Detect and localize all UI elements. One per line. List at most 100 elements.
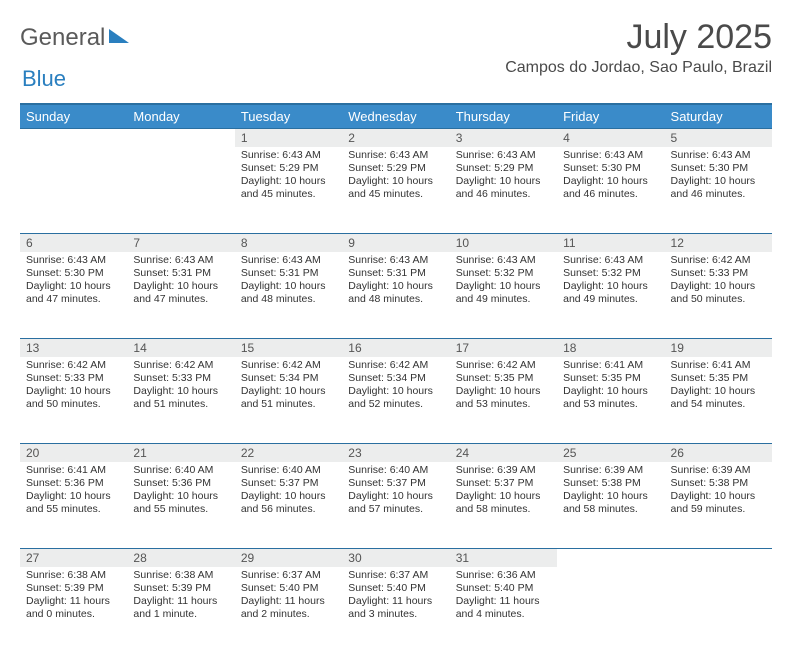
daylight-text: Daylight: 10 hours and 51 minutes. (133, 385, 228, 411)
day-cell: Sunrise: 6:43 AMSunset: 5:29 PMDaylight:… (235, 147, 342, 233)
day-details: Sunrise: 6:39 AMSunset: 5:38 PMDaylight:… (557, 462, 664, 523)
day-number: 8 (235, 233, 342, 252)
day-cell: Sunrise: 6:43 AMSunset: 5:31 PMDaylight:… (235, 252, 342, 338)
day-number: 26 (665, 443, 772, 462)
sunset-text: Sunset: 5:33 PM (26, 372, 121, 385)
sunrise-text: Sunrise: 6:40 AM (241, 464, 336, 477)
location-subtitle: Campos do Jordao, Sao Paulo, Brazil (505, 59, 772, 77)
day-cell: Sunrise: 6:43 AMSunset: 5:31 PMDaylight:… (342, 252, 449, 338)
sunrise-text: Sunrise: 6:43 AM (348, 254, 443, 267)
sunset-text: Sunset: 5:35 PM (456, 372, 551, 385)
day-cell: Sunrise: 6:39 AMSunset: 5:38 PMDaylight:… (557, 462, 664, 548)
day-details: Sunrise: 6:43 AMSunset: 5:32 PMDaylight:… (450, 252, 557, 313)
week-daynum-row: 20212223242526 (20, 443, 772, 462)
day-number: 28 (127, 548, 234, 567)
daylight-text: Daylight: 10 hours and 45 minutes. (348, 175, 443, 201)
day-number: 6 (20, 233, 127, 252)
day-number: 24 (450, 443, 557, 462)
sunset-text: Sunset: 5:40 PM (241, 582, 336, 595)
day-details: Sunrise: 6:43 AMSunset: 5:31 PMDaylight:… (342, 252, 449, 313)
day-details: Sunrise: 6:40 AMSunset: 5:37 PMDaylight:… (235, 462, 342, 523)
sunset-text: Sunset: 5:40 PM (456, 582, 551, 595)
brand-logo: General Blue (20, 18, 129, 93)
day-details: Sunrise: 6:42 AMSunset: 5:33 PMDaylight:… (20, 357, 127, 418)
day-number: 21 (127, 443, 234, 462)
sunrise-text: Sunrise: 6:38 AM (26, 569, 121, 582)
day-number: 14 (127, 338, 234, 357)
day-cell: Sunrise: 6:40 AMSunset: 5:37 PMDaylight:… (235, 462, 342, 548)
daylight-text: Daylight: 10 hours and 58 minutes. (563, 490, 658, 516)
sunset-text: Sunset: 5:35 PM (563, 372, 658, 385)
day-number (665, 548, 772, 553)
daylight-text: Daylight: 10 hours and 48 minutes. (348, 280, 443, 306)
day-number: 30 (342, 548, 449, 567)
day-cell: Sunrise: 6:39 AMSunset: 5:38 PMDaylight:… (665, 462, 772, 548)
sunrise-text: Sunrise: 6:43 AM (563, 254, 658, 267)
sunset-text: Sunset: 5:31 PM (348, 267, 443, 280)
daylight-text: Daylight: 11 hours and 0 minutes. (26, 595, 121, 621)
weekday-header: Saturday (665, 104, 772, 128)
calendar-table: Sunday Monday Tuesday Wednesday Thursday… (20, 103, 772, 653)
day-cell: Sunrise: 6:43 AMSunset: 5:32 PMDaylight:… (450, 252, 557, 338)
day-number: 19 (665, 338, 772, 357)
week-body-row: Sunrise: 6:38 AMSunset: 5:39 PMDaylight:… (20, 567, 772, 653)
day-number (20, 128, 127, 133)
sunset-text: Sunset: 5:37 PM (241, 477, 336, 490)
day-number: 23 (342, 443, 449, 462)
daylight-text: Daylight: 10 hours and 58 minutes. (456, 490, 551, 516)
day-details: Sunrise: 6:42 AMSunset: 5:34 PMDaylight:… (235, 357, 342, 418)
day-details: Sunrise: 6:42 AMSunset: 5:34 PMDaylight:… (342, 357, 449, 418)
day-cell: Sunrise: 6:40 AMSunset: 5:36 PMDaylight:… (127, 462, 234, 548)
daylight-text: Daylight: 11 hours and 1 minute. (133, 595, 228, 621)
day-cell: Sunrise: 6:37 AMSunset: 5:40 PMDaylight:… (235, 567, 342, 653)
day-cell: Sunrise: 6:41 AMSunset: 5:35 PMDaylight:… (557, 357, 664, 443)
day-details: Sunrise: 6:43 AMSunset: 5:29 PMDaylight:… (342, 147, 449, 208)
day-cell: Sunrise: 6:42 AMSunset: 5:35 PMDaylight:… (450, 357, 557, 443)
daylight-text: Daylight: 10 hours and 59 minutes. (671, 490, 766, 516)
day-number: 15 (235, 338, 342, 357)
daylight-text: Daylight: 10 hours and 52 minutes. (348, 385, 443, 411)
sunrise-text: Sunrise: 6:43 AM (456, 149, 551, 162)
day-number: 4 (557, 128, 664, 147)
sunrise-text: Sunrise: 6:43 AM (241, 254, 336, 267)
day-cell: Sunrise: 6:43 AMSunset: 5:30 PMDaylight:… (557, 147, 664, 233)
week-body-row: Sunrise: 6:41 AMSunset: 5:36 PMDaylight:… (20, 462, 772, 548)
title-block: July 2025 Campos do Jordao, Sao Paulo, B… (505, 18, 772, 77)
calendar-header-row: Sunday Monday Tuesday Wednesday Thursday… (20, 104, 772, 128)
day-number: 18 (557, 338, 664, 357)
day-details: Sunrise: 6:41 AMSunset: 5:35 PMDaylight:… (557, 357, 664, 418)
day-number: 31 (450, 548, 557, 567)
daylight-text: Daylight: 11 hours and 3 minutes. (348, 595, 443, 621)
daylight-text: Daylight: 10 hours and 45 minutes. (241, 175, 336, 201)
weekday-header: Thursday (450, 104, 557, 128)
sunrise-text: Sunrise: 6:40 AM (133, 464, 228, 477)
day-cell: Sunrise: 6:37 AMSunset: 5:40 PMDaylight:… (342, 567, 449, 653)
day-number: 20 (20, 443, 127, 462)
sunset-text: Sunset: 5:30 PM (563, 162, 658, 175)
day-details: Sunrise: 6:43 AMSunset: 5:31 PMDaylight:… (235, 252, 342, 313)
sunset-text: Sunset: 5:30 PM (26, 267, 121, 280)
day-number: 25 (557, 443, 664, 462)
sunrise-text: Sunrise: 6:43 AM (671, 149, 766, 162)
page-header: General Blue July 2025 Campos do Jordao,… (20, 18, 772, 93)
day-cell: Sunrise: 6:43 AMSunset: 5:29 PMDaylight:… (450, 147, 557, 233)
daylight-text: Daylight: 10 hours and 46 minutes. (456, 175, 551, 201)
day-details: Sunrise: 6:41 AMSunset: 5:36 PMDaylight:… (20, 462, 127, 523)
daylight-text: Daylight: 10 hours and 54 minutes. (671, 385, 766, 411)
day-details: Sunrise: 6:38 AMSunset: 5:39 PMDaylight:… (127, 567, 234, 628)
day-number: 17 (450, 338, 557, 357)
day-number: 27 (20, 548, 127, 567)
day-number: 10 (450, 233, 557, 252)
day-number: 22 (235, 443, 342, 462)
daylight-text: Daylight: 10 hours and 56 minutes. (241, 490, 336, 516)
day-cell: Sunrise: 6:42 AMSunset: 5:33 PMDaylight:… (20, 357, 127, 443)
daylight-text: Daylight: 10 hours and 46 minutes. (671, 175, 766, 201)
sunrise-text: Sunrise: 6:43 AM (133, 254, 228, 267)
weekday-header: Monday (127, 104, 234, 128)
week-body-row: Sunrise: 6:43 AMSunset: 5:29 PMDaylight:… (20, 147, 772, 233)
day-cell: Sunrise: 6:43 AMSunset: 5:30 PMDaylight:… (20, 252, 127, 338)
sunset-text: Sunset: 5:32 PM (456, 267, 551, 280)
day-details: Sunrise: 6:43 AMSunset: 5:30 PMDaylight:… (557, 147, 664, 208)
day-cell: Sunrise: 6:43 AMSunset: 5:32 PMDaylight:… (557, 252, 664, 338)
day-number: 5 (665, 128, 772, 147)
